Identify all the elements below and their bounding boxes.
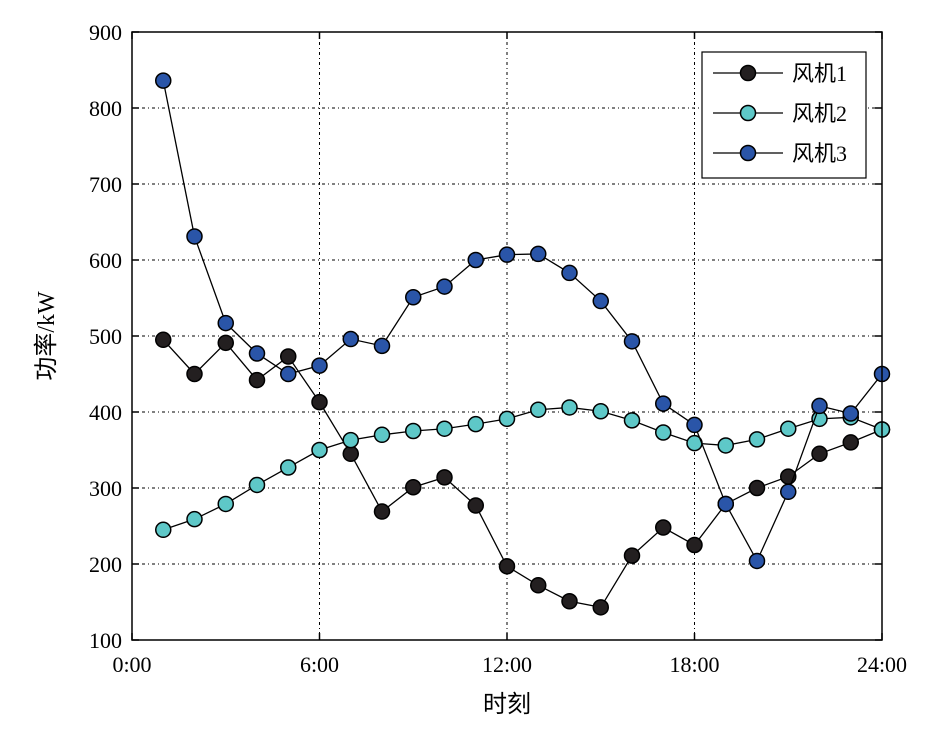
data-point <box>217 314 234 332</box>
data-point <box>373 337 391 355</box>
data-point <box>342 445 359 463</box>
data-point <box>373 503 391 520</box>
data-point <box>530 245 547 263</box>
data-point <box>561 592 578 610</box>
data-point <box>467 251 484 269</box>
ticks: 0:00 6:00 12:00 18:00 24:00 100 200 300 400 500 60… <box>89 20 907 677</box>
data-point <box>592 599 609 616</box>
data-point <box>373 426 391 444</box>
data-point <box>686 416 703 434</box>
data-point <box>780 420 797 437</box>
series-layer <box>155 72 891 616</box>
legend-label: 风机3 <box>792 141 847 166</box>
data-point <box>311 441 328 459</box>
data-point <box>623 412 641 429</box>
data-point <box>717 437 734 454</box>
y-tick-label: 500 <box>89 324 122 349</box>
y-tick-label: 100 <box>89 628 122 653</box>
series-2 <box>155 399 891 539</box>
data-point <box>155 331 172 349</box>
data-point <box>217 495 234 513</box>
series-line-2 <box>163 406 883 531</box>
data-point <box>248 345 266 362</box>
data-point <box>623 547 641 564</box>
data-point <box>405 422 422 440</box>
series-1 <box>155 331 891 616</box>
data-point <box>311 393 328 411</box>
data-point <box>842 405 859 422</box>
data-point <box>186 228 203 245</box>
data-point <box>280 459 297 476</box>
y-tick-label: 400 <box>89 400 122 425</box>
data-point <box>530 401 547 418</box>
data-point <box>811 397 828 415</box>
data-point <box>217 334 234 352</box>
data-point <box>498 246 516 263</box>
data-point <box>436 469 453 486</box>
data-point <box>186 510 203 528</box>
data-point <box>842 434 859 451</box>
data-point <box>623 333 641 350</box>
y-tick-label: 700 <box>89 172 122 197</box>
legend-marker <box>739 144 757 162</box>
data-point <box>436 420 453 437</box>
data-point <box>748 552 766 570</box>
data-point <box>248 476 266 494</box>
series-line-1 <box>162 339 883 609</box>
data-point <box>780 483 797 501</box>
data-point <box>155 521 172 539</box>
y-tick-label: 200 <box>89 552 122 577</box>
data-point <box>342 330 359 348</box>
y-tick-label: 300 <box>89 476 122 501</box>
data-point <box>655 519 672 536</box>
data-point <box>467 497 484 514</box>
x-tick-label: 24:00 <box>857 652 907 677</box>
legend-label: 风机1 <box>792 61 847 86</box>
data-point <box>280 365 297 383</box>
y-tick-label: 900 <box>89 20 122 45</box>
y-tick-label: 600 <box>89 248 122 273</box>
legend-label: 风机2 <box>792 101 847 126</box>
data-point <box>811 445 828 463</box>
data-point <box>155 72 172 89</box>
data-point <box>186 365 203 383</box>
x-axis-label: 时刻 <box>483 691 531 718</box>
y-axis-label: 功率/kW <box>33 291 60 381</box>
x-tick-label: 12:00 <box>482 652 532 677</box>
data-point <box>436 278 453 295</box>
legend-marker <box>739 104 757 122</box>
data-point <box>311 357 328 374</box>
data-point <box>717 495 734 513</box>
data-point <box>405 478 422 496</box>
data-point <box>342 431 359 449</box>
data-point <box>561 264 578 282</box>
data-point <box>467 415 484 433</box>
y-tick-label: 800 <box>89 96 122 121</box>
x-tick-label: 18:00 <box>669 652 719 677</box>
data-point <box>561 399 578 416</box>
data-point <box>405 288 422 306</box>
data-point <box>592 402 609 420</box>
x-tick-label: 6:00 <box>300 652 339 677</box>
data-point <box>498 558 516 575</box>
data-point <box>530 577 547 594</box>
data-point <box>748 431 766 448</box>
legend: 风机1 风机2 风机3 <box>701 51 867 179</box>
data-point <box>248 371 266 389</box>
data-point <box>655 424 672 441</box>
data-point <box>592 292 609 310</box>
data-point <box>686 536 703 554</box>
data-point <box>280 348 297 365</box>
legend-marker <box>739 64 757 82</box>
data-point <box>748 479 766 497</box>
data-point <box>498 410 516 428</box>
data-point <box>655 395 672 412</box>
x-tick-label: 0:00 <box>112 652 151 677</box>
